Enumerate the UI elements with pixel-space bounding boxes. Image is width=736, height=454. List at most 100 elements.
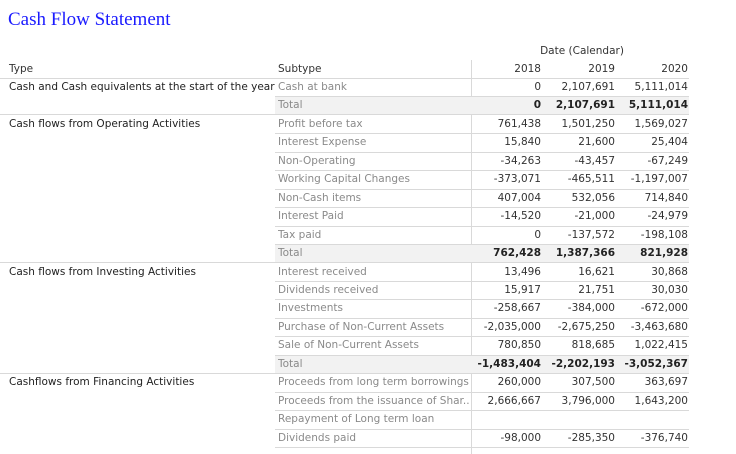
cell-value-2018: -98,000 <box>500 431 541 444</box>
row-separator <box>275 188 689 190</box>
cell-value-2018: 0 <box>534 81 541 93</box>
total-row-background <box>275 244 689 263</box>
row-subtype-label: Interest Paid <box>278 210 344 223</box>
row-subtype-label: Cash at bank <box>278 81 347 93</box>
row-type-label: Cash flows from Operating Activities <box>9 117 201 130</box>
cell-value-2019: 532,056 <box>571 191 615 204</box>
cell-value-2020: -3,052,367 <box>624 357 688 370</box>
cell-value-2020: 5,111,014 <box>634 81 688 93</box>
cell-value-2019: -137,572 <box>567 228 615 241</box>
page-title: Cash Flow Statement <box>8 9 171 30</box>
row-subtype-label: Repayment of Long term loan <box>278 413 435 426</box>
cell-value-2020: -198,108 <box>640 228 688 241</box>
cell-value-2020: -3,463,680 <box>630 320 688 333</box>
row-separator <box>275 354 689 356</box>
cell-value-2020: 1,022,415 <box>634 339 688 352</box>
year-header-2018: 2018 <box>514 63 541 75</box>
row-separator <box>275 336 689 338</box>
row-separator <box>275 207 689 209</box>
cell-value-2020: 1,569,027 <box>634 117 688 130</box>
row-subtype-label: Dividends received <box>278 283 379 296</box>
row-type-label: Cash and Cash equivalents at the start o… <box>9 81 275 93</box>
cell-value-2018: -14,520 <box>500 210 541 223</box>
row-subtype-label: Investments <box>278 302 343 315</box>
total-row-background <box>275 354 689 374</box>
cell-value-2018: 761,438 <box>497 117 541 130</box>
row-separator <box>275 170 689 172</box>
cell-value-2018: -373,071 <box>493 173 541 186</box>
row-subtype-label: Dividends paid <box>278 431 357 444</box>
cell-value-2019: -285,350 <box>567 431 615 444</box>
cell-value-2019: 2,107,691 <box>561 81 615 93</box>
cell-value-2018: -1,483,404 <box>477 357 541 370</box>
row-subtype-label: Interest Expense <box>278 136 367 149</box>
row-separator <box>275 428 689 430</box>
row-separator <box>275 133 689 135</box>
row-subtype-label: Proceeds from long term borrowings <box>278 376 469 389</box>
row-subtype-label: Proceeds from the issuance of Shar.. <box>278 394 470 407</box>
row-separator <box>275 299 689 301</box>
cell-value-2018: -258,667 <box>493 302 541 315</box>
cell-value-2019: 1,501,250 <box>561 117 615 130</box>
cell-value-2019: 2,107,691 <box>555 99 615 112</box>
row-subtype-label: Non-Cash items <box>278 191 362 204</box>
cell-value-2020: 5,111,014 <box>628 99 688 112</box>
cell-value-2018: 780,850 <box>497 339 541 352</box>
cell-value-2020: 821,928 <box>640 247 688 260</box>
cell-value-2019: 818,685 <box>571 339 615 352</box>
row-subtype-label: Total <box>278 247 303 260</box>
cell-value-2018: 0 <box>533 99 541 112</box>
type-column-header: Type <box>9 63 34 75</box>
cell-value-2020: -376,740 <box>640 431 688 444</box>
row-subtype-label: Total <box>278 357 303 370</box>
year-header-2019: 2019 <box>588 63 615 75</box>
cell-value-2018: 15,840 <box>504 136 541 149</box>
cell-value-2018: -34,263 <box>500 154 541 167</box>
row-separator <box>275 151 689 153</box>
cell-value-2019: 16,621 <box>578 265 615 278</box>
cell-value-2018: 762,428 <box>493 247 541 260</box>
group-separator <box>0 372 689 374</box>
cell-value-2020: -24,979 <box>647 210 688 223</box>
row-subtype-label: Total <box>278 99 303 112</box>
cell-value-2020: -67,249 <box>647 154 688 167</box>
row-separator <box>275 96 689 98</box>
cell-value-2020: -672,000 <box>640 302 688 315</box>
cell-value-2019: 307,500 <box>571 376 615 389</box>
row-subtype-label: Purchase of Non-Current Assets <box>278 320 445 333</box>
cell-value-2020: 30,030 <box>651 283 688 296</box>
cell-value-2018: 13,496 <box>504 265 541 278</box>
row-separator <box>275 447 689 448</box>
cell-value-2020: -1,197,007 <box>630 173 688 186</box>
row-subtype-label: Interest received <box>278 265 367 278</box>
cell-value-2019: -21,000 <box>574 210 615 223</box>
row-subtype-label: Profit before tax <box>278 117 363 130</box>
row-subtype-label: Tax paid <box>278 228 322 241</box>
cell-value-2019: -465,511 <box>567 173 615 186</box>
row-separator <box>275 317 689 319</box>
row-subtype-label: Sale of Non-Current Assets <box>278 339 419 352</box>
cell-value-2019: 21,600 <box>578 136 615 149</box>
group-separator <box>0 114 689 116</box>
subtype-column-header: Subtype <box>278 63 322 75</box>
row-type-label: Cashflows from Financing Activities <box>9 376 195 389</box>
row-separator <box>275 244 689 246</box>
cell-value-2019: 1,387,366 <box>555 247 615 260</box>
cell-value-2018: 2,666,667 <box>487 394 541 407</box>
row-separator <box>275 410 689 412</box>
cell-value-2018: 407,004 <box>497 191 541 204</box>
cell-value-2020: 1,643,200 <box>634 394 688 407</box>
row-separator <box>275 391 689 393</box>
row-separator <box>275 225 689 227</box>
row-separator <box>275 280 689 282</box>
cell-value-2019: -2,202,193 <box>551 357 615 370</box>
cell-value-2018: 0 <box>534 228 541 241</box>
cell-value-2020: 30,868 <box>651 265 688 278</box>
date-group-header: Date (Calendar) <box>540 45 624 57</box>
cell-value-2019: -43,457 <box>574 154 615 167</box>
cell-value-2018: 15,917 <box>504 283 541 296</box>
row-subtype-label: Non-Operating <box>278 154 356 167</box>
cell-value-2019: -2,675,250 <box>557 320 615 333</box>
row-subtype-label: Working Capital Changes <box>278 173 410 186</box>
